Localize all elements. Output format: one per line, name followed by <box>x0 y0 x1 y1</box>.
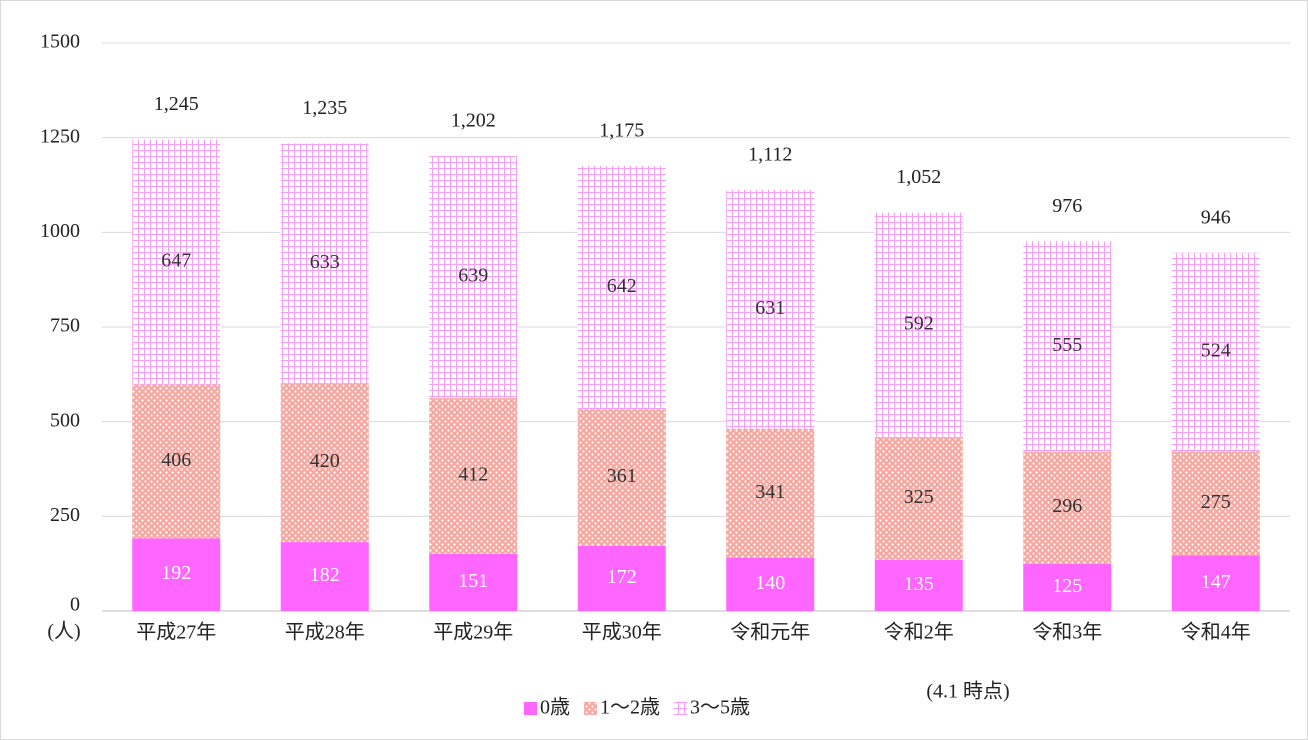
y-tick-label: 1500 <box>40 31 80 53</box>
total-label: 1,112 <box>748 144 792 166</box>
bar-segment <box>1023 451 1112 564</box>
bar-segment <box>132 538 221 611</box>
value-label: 140 <box>755 572 785 594</box>
bar-segment <box>1171 451 1260 556</box>
x-tick-label: 平成30年 <box>582 621 662 644</box>
y-tick-label: 500 <box>50 409 80 431</box>
y-unit-label: (人) <box>47 620 80 643</box>
value-label: 412 <box>458 463 488 485</box>
value-label: 151 <box>458 570 488 592</box>
bar-segment <box>1023 241 1112 452</box>
value-label: 647 <box>161 250 191 272</box>
bar-segment <box>280 143 369 384</box>
legend-marker <box>524 702 537 715</box>
bar-segment <box>280 542 369 611</box>
legend-marker <box>584 702 597 715</box>
value-label: 420 <box>310 450 340 472</box>
total-label: 946 <box>1201 206 1231 228</box>
bar-segment <box>577 166 666 410</box>
total-label: 976 <box>1052 195 1082 217</box>
value-label: 296 <box>1052 495 1082 517</box>
bar-segment <box>577 409 666 546</box>
legend-label: 1～2歳 <box>600 696 660 719</box>
value-label: 592 <box>904 312 934 334</box>
bar-segment <box>1023 563 1112 611</box>
total-label: 1,202 <box>451 109 496 131</box>
total-label: 1,235 <box>302 97 347 119</box>
bar-segment <box>429 397 518 554</box>
y-tick-label: 1000 <box>40 220 80 242</box>
bar-segment <box>577 545 666 611</box>
value-label: 135 <box>904 573 934 595</box>
annotation: (4.1 時点) <box>926 680 1009 703</box>
bar-segment <box>874 559 963 611</box>
value-label: 182 <box>310 564 340 586</box>
x-tick-label: 令和3年 <box>1032 621 1102 644</box>
value-label: 524 <box>1201 340 1231 362</box>
value-label: 642 <box>607 275 637 297</box>
value-label: 192 <box>161 562 191 584</box>
bar-segment <box>1171 252 1260 452</box>
x-tick-label: 令和4年 <box>1181 621 1251 644</box>
bar-segment <box>726 428 815 558</box>
value-label: 147 <box>1201 571 1231 593</box>
value-label: 633 <box>310 251 340 273</box>
x-tick-label: 平成29年 <box>433 621 513 644</box>
legend-marker <box>674 702 687 715</box>
value-label: 275 <box>1201 491 1231 513</box>
bar-segment <box>874 436 963 560</box>
bar-segment <box>132 384 221 539</box>
value-label: 325 <box>904 486 934 508</box>
y-tick-label: 1250 <box>40 125 80 147</box>
legend-label: 3～5歳 <box>690 696 750 719</box>
value-label: 406 <box>161 449 191 471</box>
bar-segment <box>429 553 518 611</box>
total-label: 1,245 <box>154 93 199 115</box>
x-tick-label: 令和2年 <box>884 621 954 644</box>
bar-segment <box>429 155 518 398</box>
value-label: 631 <box>755 297 785 319</box>
value-label: 639 <box>458 264 488 286</box>
bar-segment <box>280 383 369 543</box>
y-tick-label: 0 <box>70 594 80 616</box>
value-label: 125 <box>1052 575 1082 597</box>
y-tick-label: 250 <box>50 504 80 526</box>
legend-label: 0歳 <box>540 696 570 719</box>
bar-segment <box>132 139 221 385</box>
x-tick-label: 平成27年 <box>136 621 216 644</box>
value-label: 361 <box>607 465 637 487</box>
x-tick-label: 令和元年 <box>730 621 810 644</box>
bar-segment <box>726 557 815 611</box>
value-label: 172 <box>607 566 637 588</box>
y-tick-label: 750 <box>50 315 80 337</box>
bar-segment <box>874 212 963 437</box>
total-label: 1,175 <box>599 120 644 142</box>
x-tick-label: 平成28年 <box>285 621 365 644</box>
total-label: 1,052 <box>896 166 941 188</box>
bar-segment <box>1171 555 1260 611</box>
value-label: 341 <box>755 481 785 503</box>
value-label: 555 <box>1052 334 1082 356</box>
bar-segment <box>726 189 815 429</box>
